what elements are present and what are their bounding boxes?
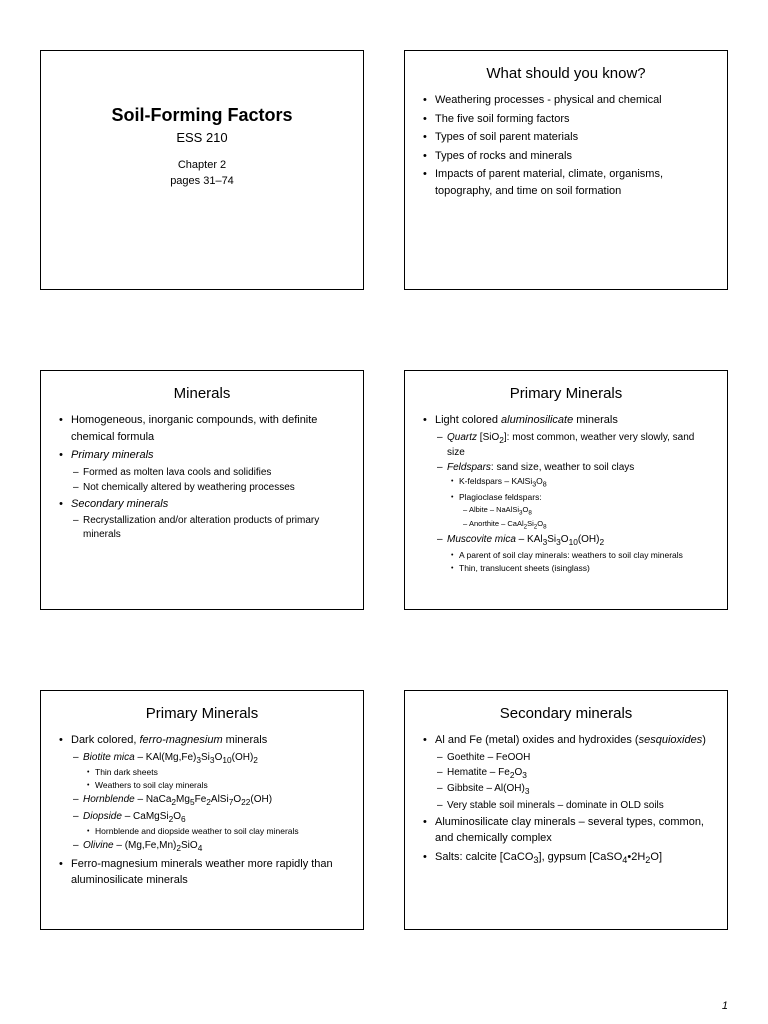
bullet-item: Hornblende – NaCa2Mg5Fe2AlSi7O22(OH): [57, 793, 347, 809]
bullet-item: Hematite – Fe2O3: [421, 766, 711, 782]
bullet-item: Types of rocks and minerals: [421, 148, 711, 165]
slide4-title: Primary Minerals: [421, 385, 711, 402]
bullet-item: Diopside – CaMgSi2O6: [57, 810, 347, 826]
slide3-bullets: Homogeneous, inorganic compounds, with d…: [57, 412, 347, 542]
slide3-title: Minerals: [57, 385, 347, 402]
bullet-item: Plagioclase feldspars:: [421, 492, 711, 504]
bullet-item: K-feldspars – KAlSi3O8: [421, 476, 711, 491]
slide2-title: What should you know?: [421, 65, 711, 82]
bullet-item: Types of soil parent materials: [421, 129, 711, 146]
bullet-item: Impacts of parent material, climate, org…: [421, 166, 711, 199]
bullet-item: Goethite – FeOOH: [421, 751, 711, 765]
bullet-item: Olivine – (Mg,Fe,Mn)2SiO4: [57, 839, 347, 855]
bullet-item: Gibbsite – Al(OH)3: [421, 782, 711, 798]
bullet-item: Dark colored, ferro-magnesium minerals: [57, 732, 347, 749]
slide5-title: Primary Minerals: [57, 705, 347, 722]
slide-6: Secondary minerals Al and Fe (metal) oxi…: [404, 690, 728, 930]
bullet-item: Al and Fe (metal) oxides and hydroxides …: [421, 732, 711, 749]
bullet-item: Not chemically altered by weathering pro…: [57, 481, 347, 495]
bullet-item: Thin, translucent sheets (isinglass): [421, 563, 711, 575]
bullet-item: Thin dark sheets: [57, 767, 347, 779]
slide5-bullets: Dark colored, ferro-magnesium minerals Bi…: [57, 732, 347, 889]
bullet-item: The five soil forming factors: [421, 111, 711, 128]
slide-3: Minerals Homogeneous, inorganic compound…: [40, 370, 364, 610]
bullet-item: Homogeneous, inorganic compounds, with d…: [57, 412, 347, 445]
slide1-line2: Chapter 2: [57, 159, 347, 171]
bullet-item: Primary minerals: [57, 447, 347, 464]
bullet-item: Hornblende and diopside weather to soil …: [57, 826, 347, 838]
bullet-item: Muscovite mica – KAl3Si3O10(OH)2: [421, 533, 711, 549]
slide-4: Primary Minerals Light colored aluminosi…: [404, 370, 728, 610]
slide-1: Soil-Forming Factors ESS 210 Chapter 2 p…: [40, 50, 364, 290]
slide1-line3: pages 31–74: [57, 175, 347, 187]
bullet-item: Albite – NaAlSi3O8: [421, 505, 711, 518]
bullet-item: Quartz [SiO2]: most common, weather very…: [421, 431, 711, 461]
slide4-bullets: Light colored aluminosilicate minerals Qu…: [421, 412, 711, 575]
slide-5: Primary Minerals Dark colored, ferro-mag…: [40, 690, 364, 930]
bullet-item: Secondary minerals: [57, 496, 347, 513]
slide-2: What should you know? Weathering process…: [404, 50, 728, 290]
bullet-item: Aluminosilicate clay minerals – several …: [421, 814, 711, 847]
slide-grid: Soil-Forming Factors ESS 210 Chapter 2 p…: [40, 50, 728, 930]
slide6-bullets: Al and Fe (metal) oxides and hydroxides …: [421, 732, 711, 868]
bullet-item: Biotite mica – KAl(Mg,Fe)3Si3O10(OH)2: [57, 751, 347, 767]
bullet-item: Recrystallization and/or alteration prod…: [57, 514, 347, 542]
bullet-item: Salts: calcite [CaCO3], gypsum [CaSO4•2H…: [421, 849, 711, 868]
bullet-item: Weathering processes - physical and chem…: [421, 92, 711, 109]
bullet-item: Ferro-magnesium minerals weather more ra…: [57, 856, 347, 889]
page-number: 1: [722, 1000, 728, 1012]
slide1-title: Soil-Forming Factors: [57, 105, 347, 126]
slide6-title: Secondary minerals: [421, 705, 711, 722]
bullet-item: A parent of soil clay minerals: weathers…: [421, 550, 711, 562]
bullet-item: Very stable soil minerals – dominate in …: [421, 799, 711, 813]
slide1-subtitle: ESS 210: [57, 130, 347, 145]
bullet-item: Anorthite – CaAl2Si2O8: [421, 519, 711, 532]
bullet-item: Light colored aluminosilicate minerals: [421, 412, 711, 429]
bullet-item: Weathers to soil clay minerals: [57, 780, 347, 792]
slide2-bullets: Weathering processes - physical and chem…: [421, 92, 711, 199]
bullet-item: Feldspars: sand size, weather to soil cl…: [421, 461, 711, 475]
bullet-item: Formed as molten lava cools and solidifi…: [57, 466, 347, 480]
